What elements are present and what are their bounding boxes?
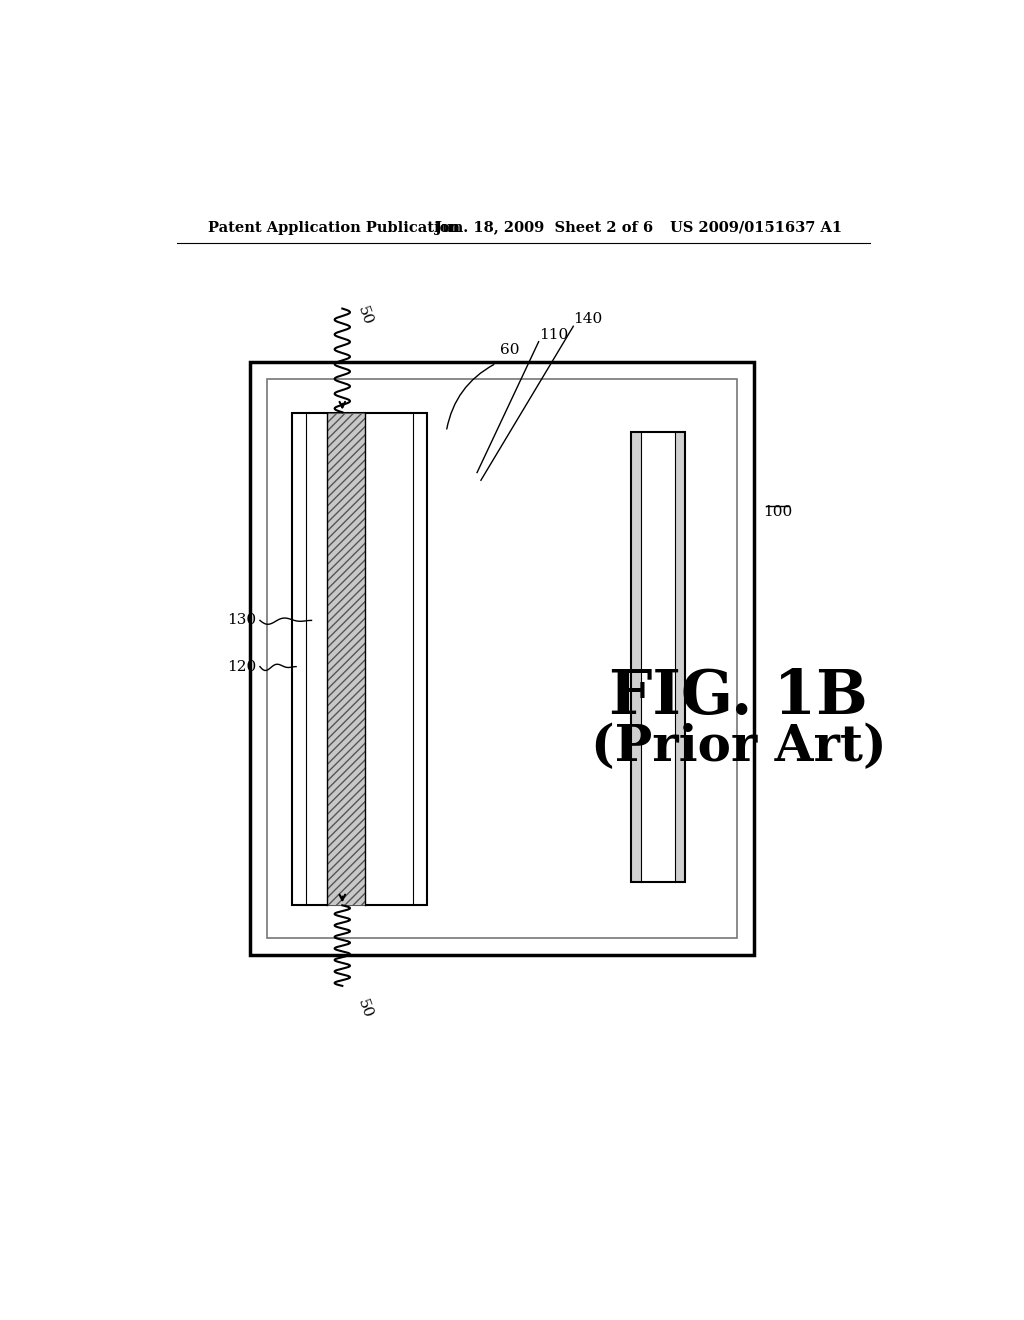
Text: 140: 140 (573, 313, 602, 326)
Text: Patent Application Publication: Patent Application Publication (208, 220, 460, 235)
Bar (631, 432, 641, 882)
Text: (Prior Art): (Prior Art) (591, 723, 887, 772)
Bar (631, 432, 685, 882)
Bar (267, 379, 737, 939)
Text: 110: 110 (539, 327, 568, 342)
Text: FIG. 1B: FIG. 1B (609, 668, 868, 727)
Text: 50: 50 (354, 305, 375, 327)
Bar (250, 363, 755, 956)
Bar (675, 432, 685, 882)
Bar (292, 413, 427, 906)
Text: 50: 50 (354, 998, 375, 1020)
Bar (631, 432, 685, 882)
Text: 130: 130 (227, 614, 256, 627)
Text: Jun. 18, 2009  Sheet 2 of 6: Jun. 18, 2009 Sheet 2 of 6 (435, 220, 653, 235)
Text: 100: 100 (763, 506, 792, 519)
Text: 60: 60 (500, 343, 519, 358)
Text: 120: 120 (227, 660, 256, 673)
Text: US 2009/0151637 A1: US 2009/0151637 A1 (670, 220, 842, 235)
Bar (327, 413, 366, 906)
